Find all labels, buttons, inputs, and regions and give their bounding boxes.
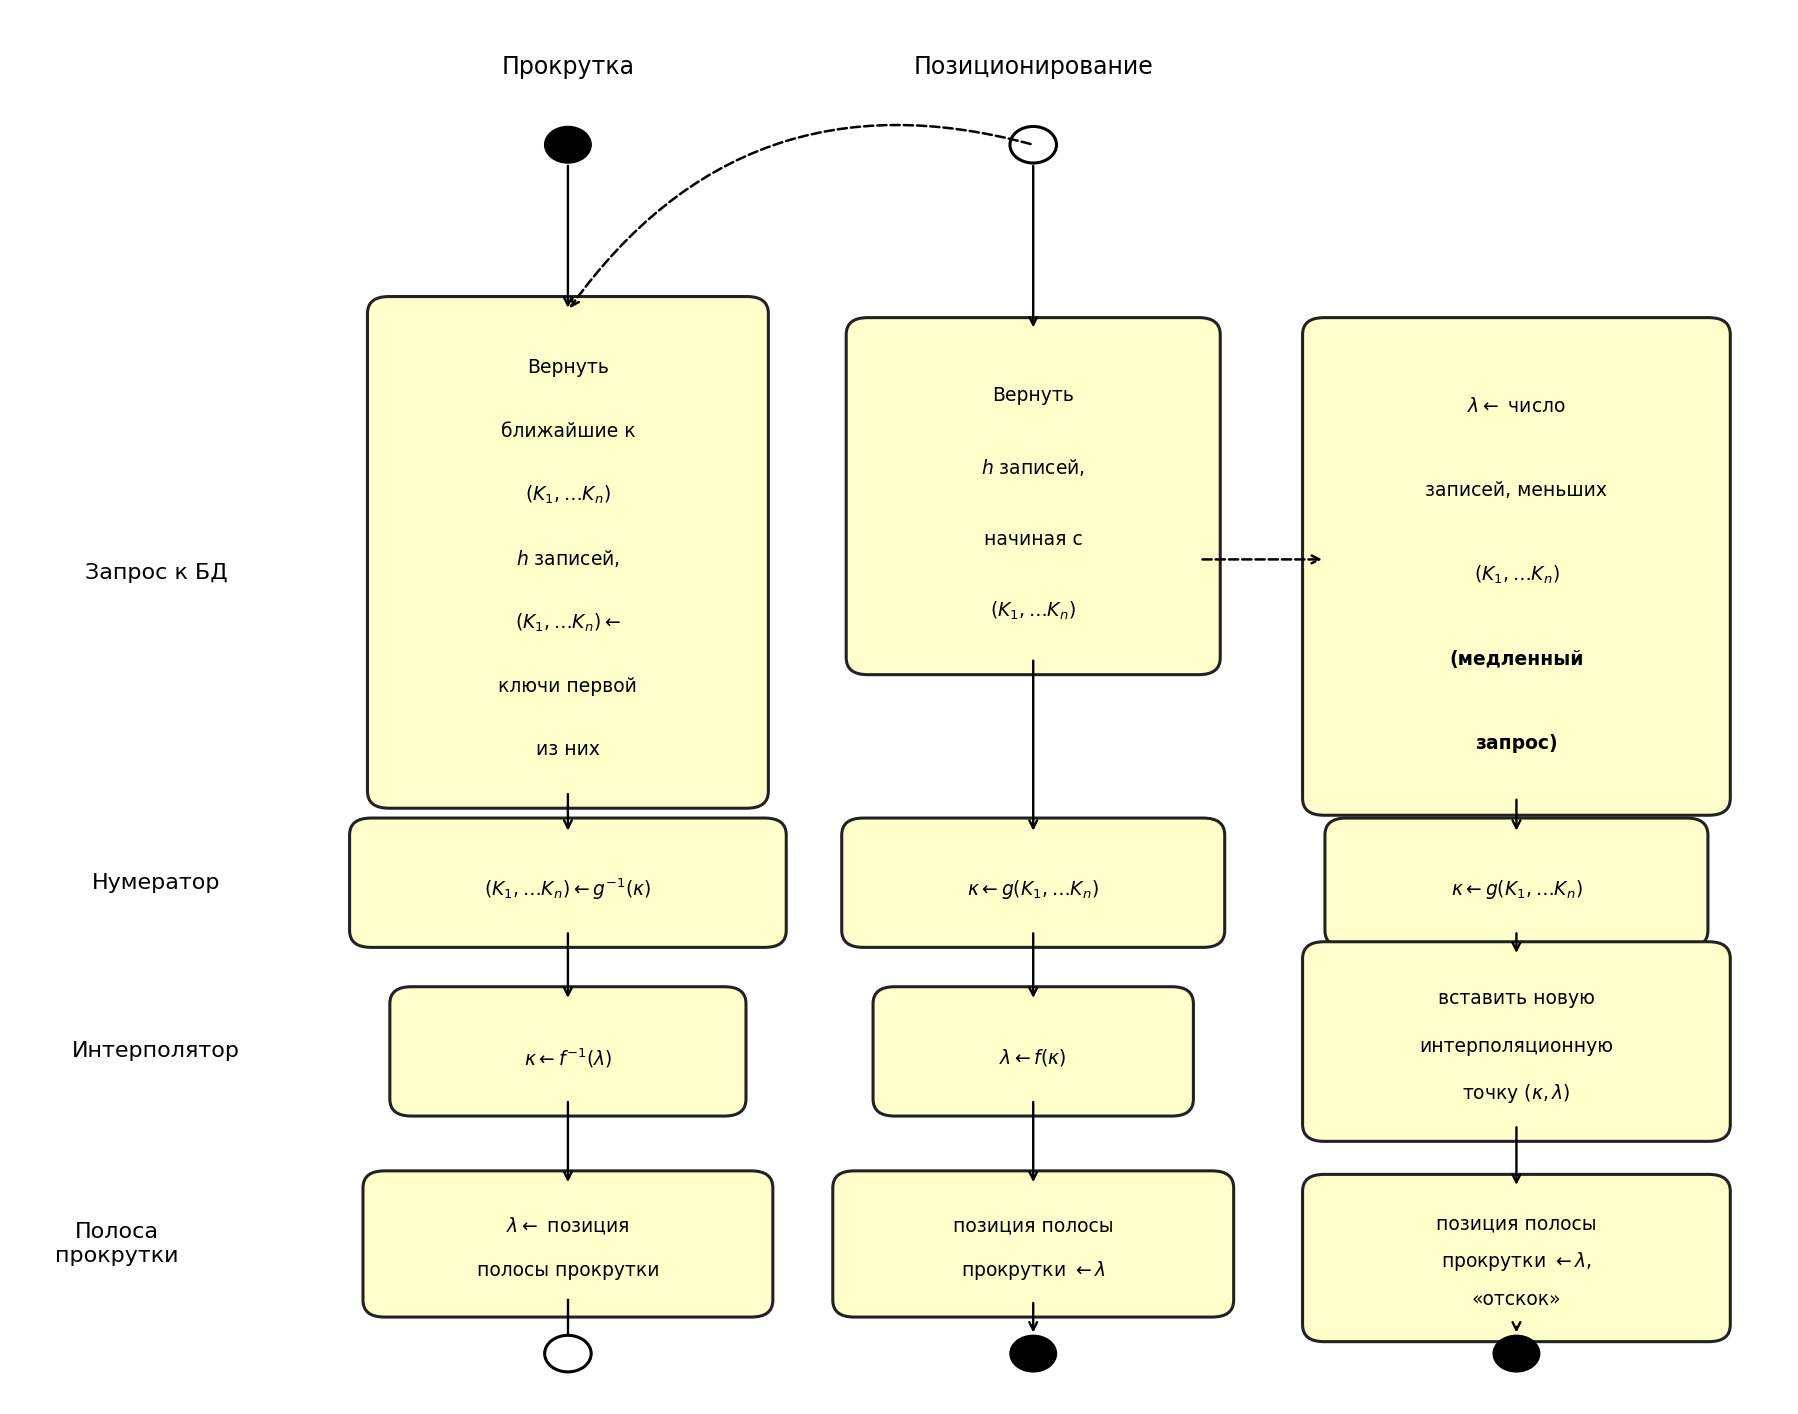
Text: ближайшие к: ближайшие к <box>500 421 635 441</box>
Text: точку $(\kappa, \lambda)$: точку $(\kappa, \lambda)$ <box>1462 1082 1571 1106</box>
Circle shape <box>1010 1335 1057 1372</box>
Circle shape <box>1492 1335 1539 1372</box>
FancyArrowPatch shape <box>1203 556 1320 563</box>
Text: Полоса
прокрутки: Полоса прокрутки <box>56 1222 178 1266</box>
Text: $(K_1,\ldots K_n) \leftarrow$: $(K_1,\ldots K_n) \leftarrow$ <box>514 611 620 633</box>
Text: интерполяционную: интерполяционную <box>1419 1036 1613 1056</box>
FancyBboxPatch shape <box>832 1171 1233 1316</box>
Text: $\lambda \leftarrow$ число: $\lambda \leftarrow$ число <box>1467 397 1566 416</box>
FancyArrowPatch shape <box>572 124 1030 305</box>
FancyBboxPatch shape <box>363 1171 773 1316</box>
Text: прокрутки $\leftarrow \lambda$,: прокрутки $\leftarrow \lambda$, <box>1442 1250 1591 1274</box>
Text: Вернуть: Вернуть <box>527 358 610 378</box>
Circle shape <box>1010 126 1057 163</box>
FancyBboxPatch shape <box>847 318 1221 674</box>
Text: «отскок»: «отскок» <box>1473 1291 1561 1309</box>
Text: позиция полосы: позиция полосы <box>1437 1215 1597 1233</box>
Text: $\lambda \leftarrow f(\kappa)$: $\lambda \leftarrow f(\kappa)$ <box>1000 1048 1066 1068</box>
Text: начиная с: начиная с <box>984 530 1082 549</box>
Text: запрос): запрос) <box>1474 734 1557 754</box>
FancyBboxPatch shape <box>390 987 746 1116</box>
Text: ключи первой: ключи первой <box>498 677 636 696</box>
Text: $(K_1,\ldots K_n)$: $(K_1,\ldots K_n)$ <box>1474 564 1559 585</box>
Text: $(K_1,\ldots K_n)$: $(K_1,\ldots K_n)$ <box>525 484 611 506</box>
Text: $(K_1,\ldots K_n) \leftarrow g^{-1}(\kappa)$: $(K_1,\ldots K_n) \leftarrow g^{-1}(\kap… <box>484 877 651 902</box>
Text: Позиционирование: Позиционирование <box>913 55 1153 79</box>
Text: прокрутки $\leftarrow \lambda$: прокрутки $\leftarrow \lambda$ <box>960 1260 1106 1282</box>
Circle shape <box>545 1335 592 1372</box>
Text: позиция полосы: позиция полосы <box>953 1216 1113 1236</box>
Text: $\kappa \leftarrow g(K_1,\ldots K_n)$: $\kappa \leftarrow g(K_1,\ldots K_n)$ <box>1451 878 1582 901</box>
FancyBboxPatch shape <box>1302 942 1730 1141</box>
Text: Интерполятор: Интерполятор <box>72 1041 241 1062</box>
Text: записей, меньших: записей, меньших <box>1426 481 1607 501</box>
Text: (медленный: (медленный <box>1449 649 1584 669</box>
Circle shape <box>545 126 592 163</box>
Text: Запрос к БД: Запрос к БД <box>85 563 228 584</box>
FancyBboxPatch shape <box>1302 318 1730 816</box>
FancyBboxPatch shape <box>349 819 786 947</box>
FancyBboxPatch shape <box>1325 819 1708 947</box>
Text: Нумератор: Нумератор <box>92 872 221 892</box>
Text: из них: из них <box>536 741 601 759</box>
FancyBboxPatch shape <box>874 987 1194 1116</box>
FancyBboxPatch shape <box>841 819 1224 947</box>
Text: $h$ записей,: $h$ записей, <box>982 457 1086 478</box>
Text: $h$ записей,: $h$ записей, <box>516 549 620 570</box>
FancyBboxPatch shape <box>1302 1175 1730 1342</box>
FancyBboxPatch shape <box>367 297 768 809</box>
Text: полосы прокрутки: полосы прокрутки <box>476 1261 660 1281</box>
Text: Вернуть: Вернуть <box>992 386 1073 404</box>
Text: $\kappa \leftarrow g(K_1,\ldots K_n)$: $\kappa \leftarrow g(K_1,\ldots K_n)$ <box>967 878 1099 901</box>
Text: $(K_1,\ldots K_n)$: $(K_1,\ldots K_n)$ <box>991 600 1075 622</box>
Text: вставить новую: вставить новую <box>1438 990 1595 1008</box>
Text: Прокрутка: Прокрутка <box>502 55 635 79</box>
Text: $\lambda \leftarrow$ позиция: $\lambda \leftarrow$ позиция <box>507 1216 629 1237</box>
Text: $\kappa \leftarrow f^{-1}(\lambda)$: $\kappa \leftarrow f^{-1}(\lambda)$ <box>523 1046 611 1069</box>
